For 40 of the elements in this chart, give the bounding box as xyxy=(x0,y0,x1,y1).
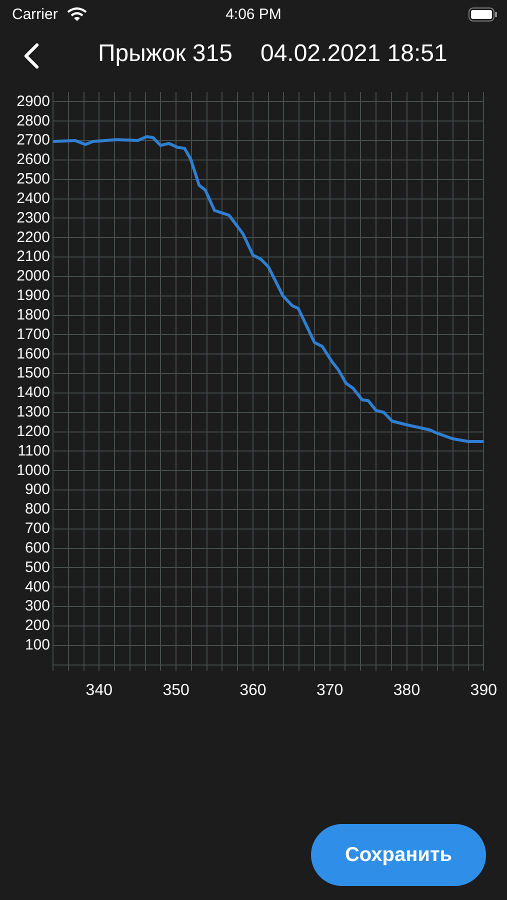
y-tick-label: 100 xyxy=(24,636,50,654)
text: 4:06 PM xyxy=(226,6,282,23)
y-tick-label: 2100 xyxy=(16,248,50,266)
y-tick-label: 1400 xyxy=(16,384,50,402)
y-tick-label: 2500 xyxy=(16,170,50,188)
y-tick-label: 2600 xyxy=(16,151,50,168)
x-tick-label: 340 xyxy=(86,682,113,699)
chart-subtitle: 04.02.2021 18:51 xyxy=(260,40,448,67)
y-tick-label: 2700 xyxy=(16,132,50,149)
y-tick-label: 1000 xyxy=(16,462,50,479)
x-tick-label: 390 xyxy=(470,682,498,699)
y-tick-label: 700 xyxy=(24,520,50,538)
y-tick-label: 900 xyxy=(24,481,50,498)
y-tick-label: 2800 xyxy=(16,112,50,130)
y-tick-label: 1200 xyxy=(16,422,50,440)
y-tick-label: 2900 xyxy=(16,92,50,110)
y-tick-label: 1800 xyxy=(16,306,50,324)
y-tick-label: 2300 xyxy=(16,209,50,226)
x-tick-label: 370 xyxy=(316,682,344,699)
y-tick-label: 2200 xyxy=(16,228,50,246)
x-tick-label: 360 xyxy=(240,682,266,699)
y-tick-label: 600 xyxy=(24,539,50,556)
y-tick-label: 1700 xyxy=(16,326,50,343)
y-tick-label: 400 xyxy=(24,578,50,596)
y-tick-label: 200 xyxy=(24,617,50,634)
y-tick-label: 2400 xyxy=(16,190,50,207)
save-button: Сохранить xyxy=(311,824,486,886)
y-tick-label: 300 xyxy=(24,598,50,615)
y-tick-label: 1100 xyxy=(18,442,50,460)
x-tick-label: 350 xyxy=(162,682,190,699)
text: Carrier xyxy=(12,6,58,23)
y-tick-label: 500 xyxy=(24,558,50,576)
y-tick-label: 2000 xyxy=(16,268,50,285)
x-tick-label: 380 xyxy=(393,682,420,699)
y-tick-label: 1500 xyxy=(16,364,50,382)
y-tick-label: 1300 xyxy=(16,404,50,421)
y-tick-label: 1900 xyxy=(16,287,50,304)
chart-title: Прыжок 315 xyxy=(98,40,232,67)
y-tick-label: 1600 xyxy=(16,345,50,362)
y-tick-label: 800 xyxy=(24,500,50,518)
